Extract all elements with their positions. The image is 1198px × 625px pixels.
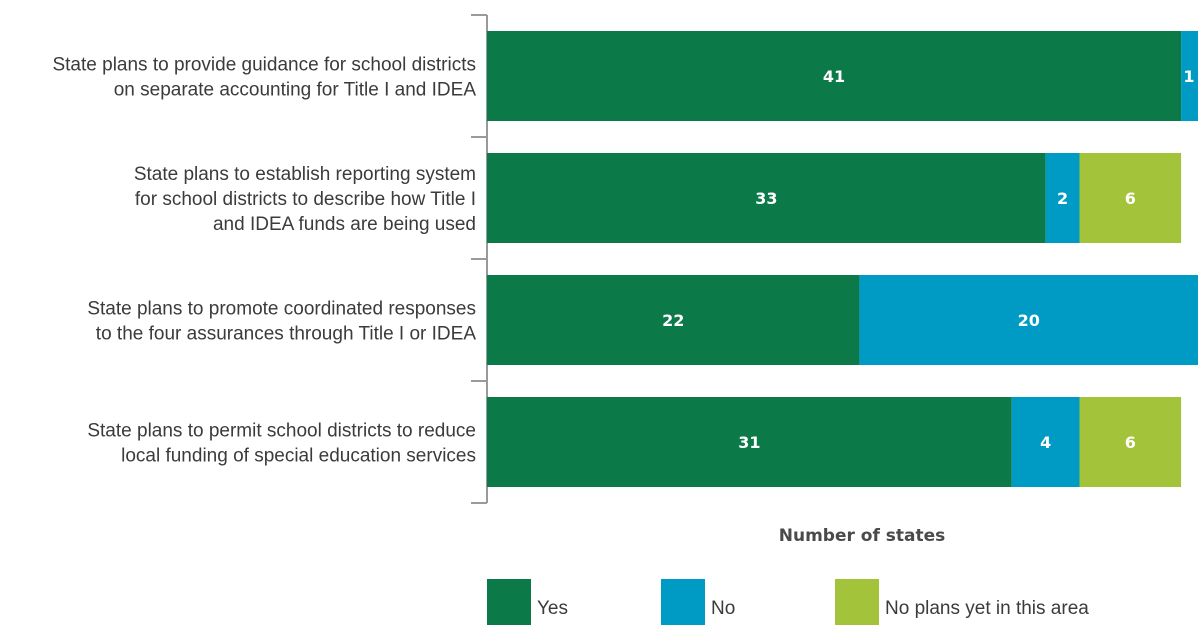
bar-no-plans-yet-in-this-area bbox=[1079, 153, 1182, 243]
category-label-line: and IDEA funds are being used bbox=[213, 214, 476, 235]
bars: 41 1 33 2 6 22 20 31 4 6 bbox=[487, 31, 1198, 487]
category-label-line: for school districts to describe how Tit… bbox=[135, 189, 476, 210]
data-label: 1 bbox=[1183, 67, 1194, 86]
data-label: 6 bbox=[1125, 189, 1136, 208]
legend-label: No bbox=[711, 598, 735, 619]
category-label-line: State plans to promote coordinated respo… bbox=[87, 299, 476, 320]
bar-yes bbox=[487, 397, 1012, 487]
bar-no bbox=[1181, 31, 1198, 121]
category-label-line: local funding of special education servi… bbox=[121, 446, 476, 467]
data-label: 41 bbox=[823, 67, 845, 86]
category-label-line: on separate accounting for Title I and I… bbox=[114, 80, 477, 101]
legend-swatch bbox=[835, 579, 879, 625]
legend: Yes No No plans yet in this area bbox=[487, 579, 1089, 625]
data-label: 6 bbox=[1125, 433, 1136, 452]
category-label: State plans to promote coordinated respo… bbox=[87, 299, 476, 345]
bar-yes bbox=[487, 275, 860, 365]
data-label: 2 bbox=[1057, 189, 1068, 208]
data-label: 4 bbox=[1040, 433, 1051, 452]
category-label: State plans to establish reporting syste… bbox=[134, 164, 476, 235]
bar-yes bbox=[487, 153, 1046, 243]
bar-yes bbox=[487, 31, 1182, 121]
category-label-line: State plans to provide guidance for scho… bbox=[52, 55, 476, 76]
bar-no bbox=[1011, 397, 1080, 487]
category-label: State plans to permit school districts t… bbox=[87, 421, 476, 467]
category-labels: State plans to provide guidance for scho… bbox=[52, 55, 476, 467]
legend-label: No plans yet in this area bbox=[885, 598, 1089, 619]
data-label: 31 bbox=[738, 433, 760, 452]
category-label-line: to the four assurances through Title I o… bbox=[96, 324, 477, 345]
x-axis-title: Number of states bbox=[779, 526, 946, 546]
data-label: 33 bbox=[755, 189, 777, 208]
bar-no bbox=[1045, 153, 1080, 243]
data-label: 20 bbox=[1018, 311, 1040, 330]
legend-label: Yes bbox=[537, 598, 568, 619]
bar-no bbox=[859, 275, 1198, 365]
category-label: State plans to provide guidance for scho… bbox=[52, 55, 476, 101]
legend-swatch bbox=[487, 579, 531, 625]
data-label: 22 bbox=[662, 311, 684, 330]
category-label-line: State plans to permit school districts t… bbox=[87, 421, 476, 442]
category-label-line: State plans to establish reporting syste… bbox=[134, 164, 476, 185]
bar-no-plans-yet-in-this-area bbox=[1079, 397, 1182, 487]
legend-swatch bbox=[661, 579, 705, 625]
